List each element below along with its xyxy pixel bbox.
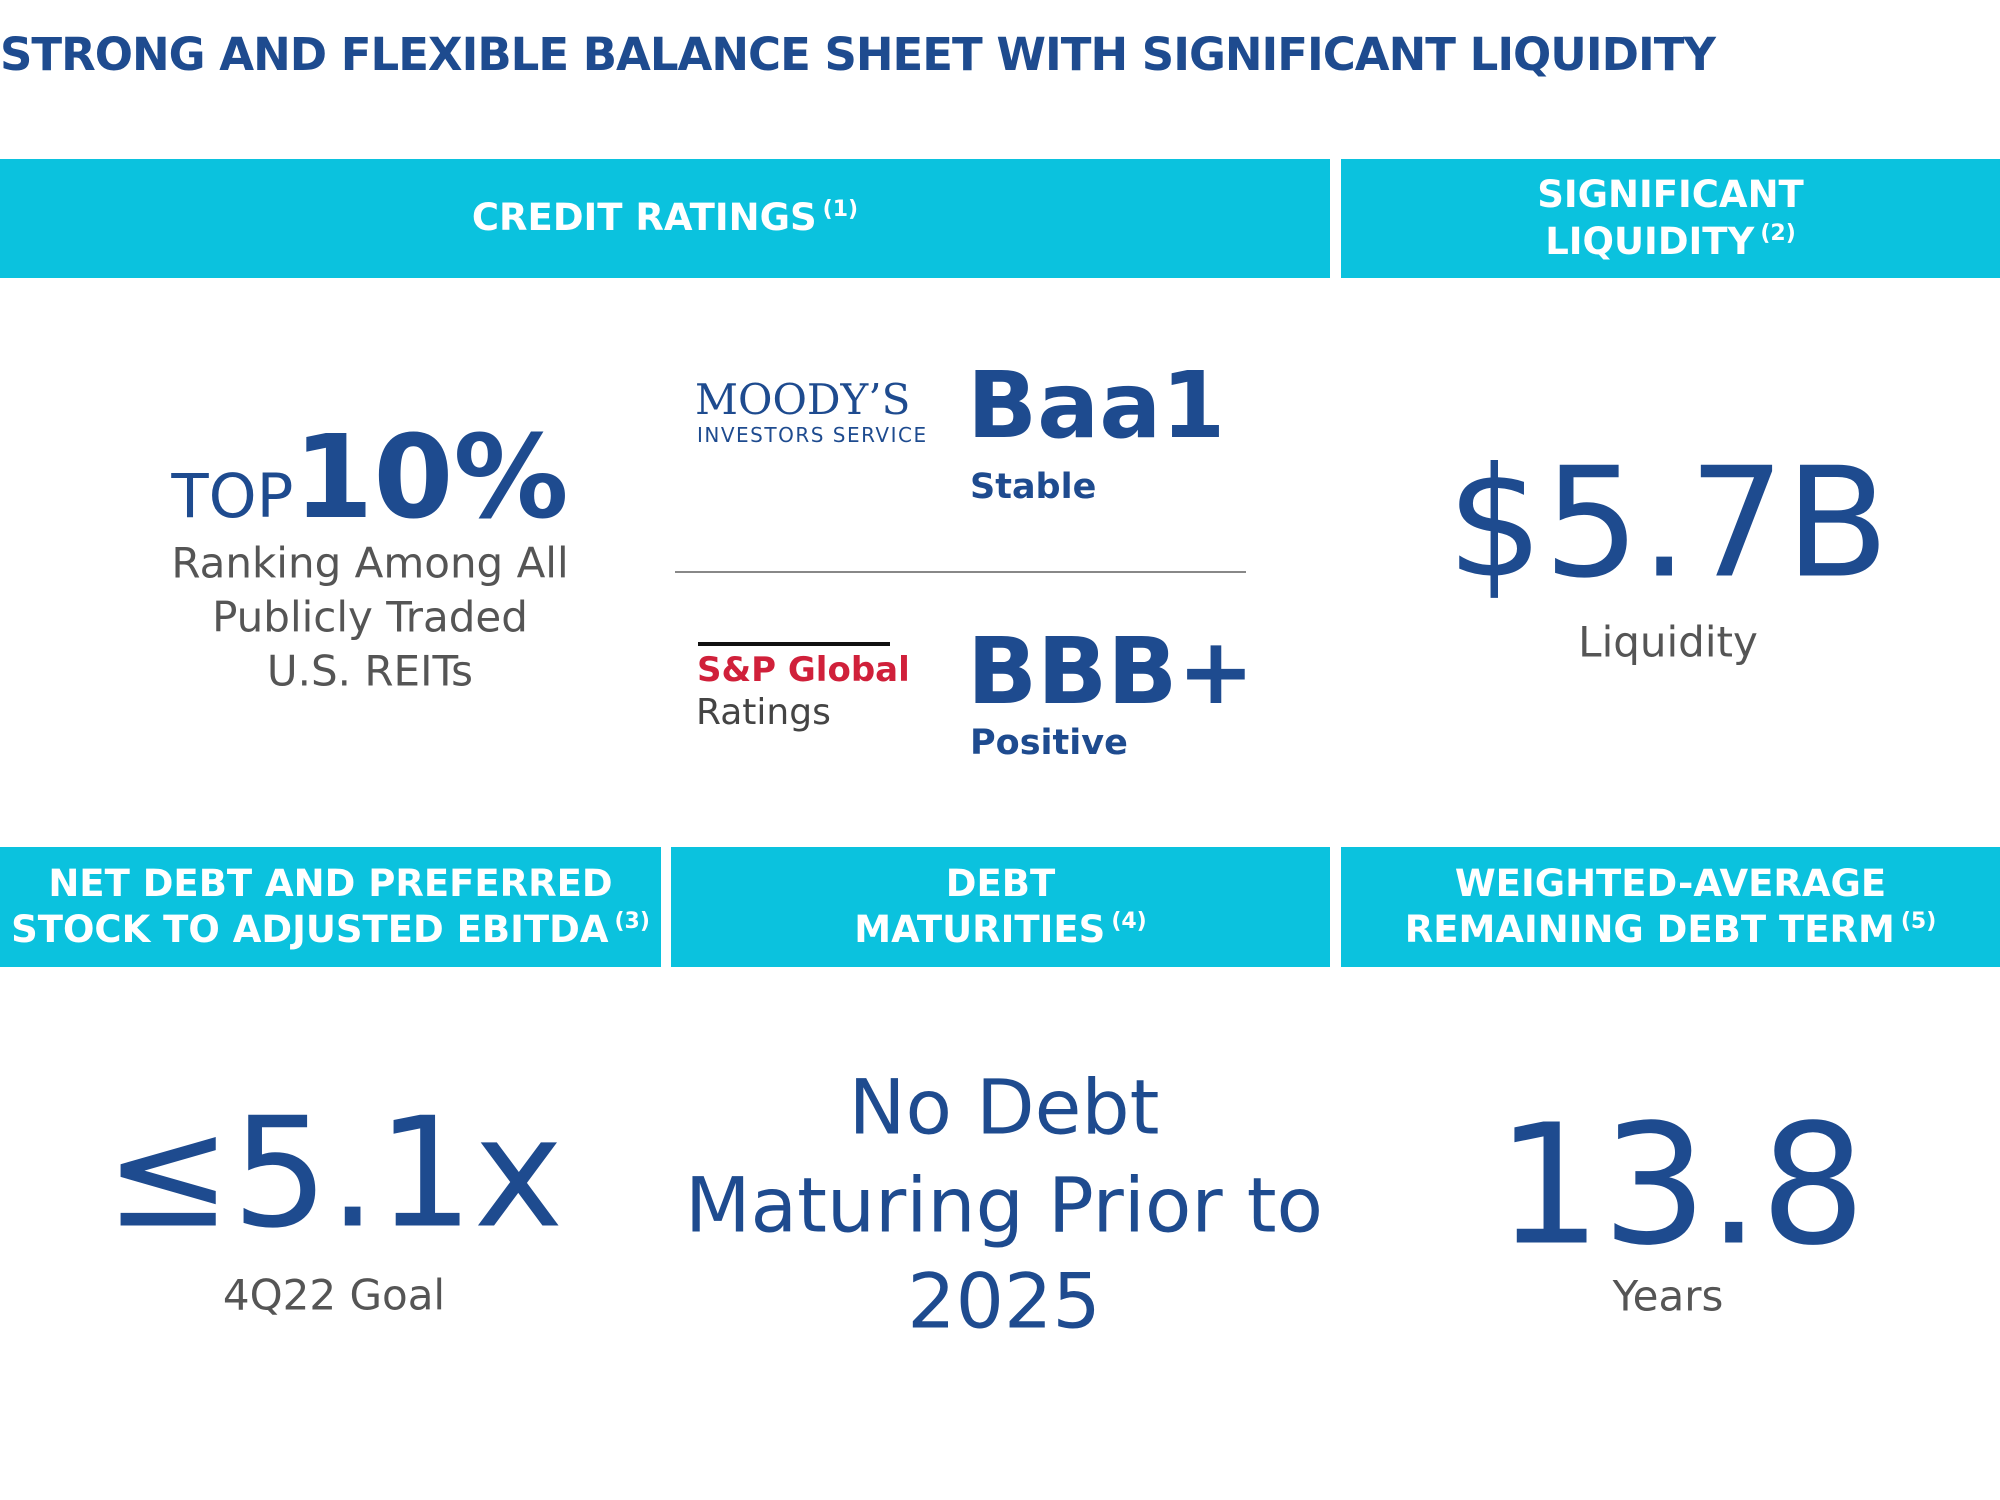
header-text: DEBT MATURITIES (4) — [854, 861, 1146, 954]
outlook: Positive — [970, 723, 1128, 763]
header-line: WEIGHTED-AVERAGE — [1454, 861, 1887, 905]
footnote-ref: (2) — [1760, 220, 1796, 246]
rating: BBB+ — [967, 618, 1255, 725]
header-text: NET DEBT AND PREFERRED STOCK TO ADJUSTED … — [11, 861, 650, 954]
ranking-headline: TOP10% — [171, 411, 568, 545]
agency-logo-sub: Ratings — [696, 692, 831, 733]
rating: Baa1 — [967, 352, 1226, 459]
footnote-ref: (4) — [1111, 909, 1147, 934]
leverage-label: 4Q22 Goal — [222, 1270, 446, 1320]
header-line: STOCK TO ADJUSTED EBITDA — [11, 908, 609, 951]
header-line: LIQUIDITY — [1545, 219, 1755, 263]
maturity-line: Maturing Prior to — [684, 1160, 1324, 1250]
maturity-line: No Debt — [848, 1062, 1160, 1152]
ranking-value: 10% — [293, 411, 569, 545]
debt-term-value: 13.8 — [1496, 1089, 1866, 1283]
header-line: MATURITIES — [854, 908, 1106, 951]
liquidity-label: Liquidity — [1578, 617, 1758, 667]
ranking-prefix: TOP — [171, 461, 294, 532]
header-line: DEBT — [945, 861, 1056, 905]
footnote-ref: (1) — [822, 197, 859, 223]
section-header: WEIGHTED-AVERAGE REMAINING DEBT TERM (5) — [1341, 847, 2000, 967]
footnote-ref: (5) — [1900, 909, 1937, 934]
section-header: CREDIT RATINGS (1) — [0, 159, 1330, 278]
leverage-value: ≤5.1x — [104, 1084, 564, 1262]
liquidity-value: $5.7B — [1446, 434, 1890, 612]
outlook: Stable — [970, 467, 1097, 507]
agency-logo: MOODY’S — [695, 375, 911, 424]
agency-logo-sub: INVESTORS SERVICE — [697, 423, 928, 447]
ranking-description: Publicly Traded — [212, 592, 528, 642]
ranking-description: U.S. REITs — [266, 646, 474, 696]
section-header: SIGNIFICANT LIQUIDITY (2) — [1341, 159, 2000, 278]
agency-logo: S&P Global — [697, 650, 910, 690]
header-line: REMAINING DEBT TERM — [1404, 908, 1895, 951]
logo-rule — [698, 642, 890, 646]
debt-term-label: Years — [1612, 1271, 1724, 1321]
section-header: DEBT MATURITIES (4) — [671, 847, 1330, 967]
page-title: STRONG AND FLEXIBLE BALANCE SHEET WITH S… — [0, 28, 1716, 81]
header-line: NET DEBT AND PREFERRED — [48, 861, 613, 905]
maturity-line: 2025 — [907, 1256, 1101, 1346]
ranking-description: Ranking Among All — [171, 538, 569, 588]
header-line: CREDIT RATINGS — [471, 196, 817, 240]
section-header: NET DEBT AND PREFERRED STOCK TO ADJUSTED … — [0, 847, 661, 967]
header-text: WEIGHTED-AVERAGE REMAINING DEBT TERM (5) — [1405, 861, 1937, 954]
header-line: SIGNIFICANT — [1537, 173, 1804, 217]
header-text: SIGNIFICANT LIQUIDITY (2) — [1537, 172, 1804, 265]
footnote-ref: (3) — [614, 909, 650, 934]
divider — [675, 571, 1246, 573]
header-text: CREDIT RATINGS (1) — [472, 195, 858, 241]
